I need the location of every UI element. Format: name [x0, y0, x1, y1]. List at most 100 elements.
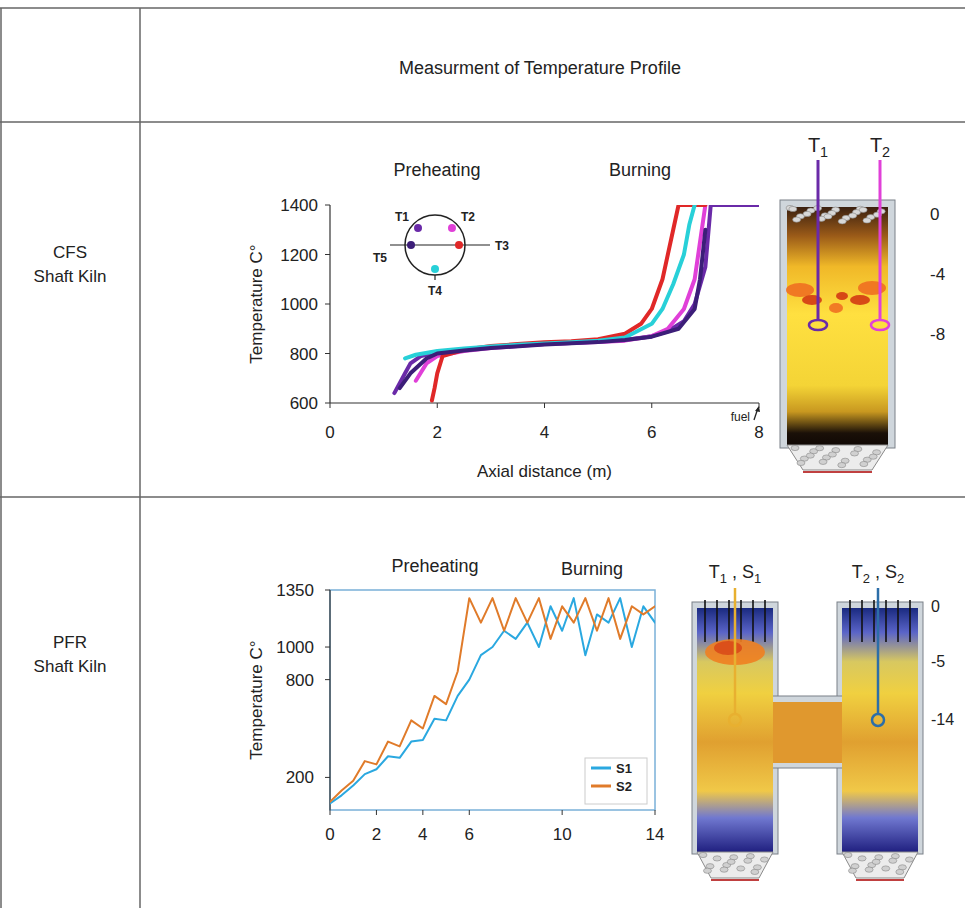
probe	[879, 160, 882, 320]
y-tick	[325, 304, 330, 305]
x-tick	[651, 403, 652, 408]
legend-label: T4	[428, 284, 442, 298]
lance	[849, 600, 851, 642]
y-tick-label: 800	[286, 671, 314, 690]
lance	[740, 600, 742, 642]
y-tick-label: 600	[290, 394, 318, 413]
legend-swatch	[591, 767, 611, 770]
stone	[737, 866, 745, 871]
text-run: 2	[882, 144, 890, 160]
text-run: T	[808, 134, 820, 156]
x-tick	[330, 810, 331, 815]
plot-area	[330, 598, 655, 803]
stone	[844, 852, 852, 857]
flame	[714, 641, 742, 655]
legend: S1S2	[585, 758, 647, 804]
x-tick-label: 0	[325, 825, 334, 844]
depth-label: 0	[931, 598, 940, 615]
x-tick	[376, 810, 377, 815]
x-tick-label: 0	[325, 423, 334, 442]
stone	[816, 446, 824, 451]
x-tick	[330, 403, 331, 408]
x-tick-label: 14	[646, 825, 665, 844]
stone	[791, 445, 799, 450]
annotation: Preheating	[391, 556, 478, 576]
kiln-channel-wall	[768, 696, 847, 768]
lance	[716, 600, 718, 642]
legend-label: T3	[495, 239, 509, 253]
stone	[828, 452, 836, 457]
legend-swatch	[431, 265, 439, 273]
y-tick-label: 1350	[276, 581, 314, 600]
stone	[751, 869, 759, 874]
kiln-hopper	[842, 852, 918, 878]
lance	[861, 600, 863, 642]
cfs-kiln: 0-4-8T1T2	[780, 134, 945, 472]
annotation: Burning	[561, 559, 623, 579]
stone	[896, 869, 904, 874]
x-tick	[469, 810, 470, 815]
text-run: T	[870, 134, 882, 156]
kiln-outlet	[856, 879, 904, 881]
y-tick	[325, 679, 330, 680]
stone	[882, 866, 890, 871]
probe-label: T1 , S1	[709, 562, 761, 586]
text-run: T	[709, 562, 720, 582]
legend-label: S1	[616, 761, 632, 776]
x-axis-title: Axial distance (m)	[477, 462, 612, 481]
legend-box	[585, 758, 647, 804]
x-tick-label: 6	[647, 423, 656, 442]
table-rule	[0, 7, 965, 9]
probe	[877, 588, 880, 714]
table-rule	[0, 496, 965, 498]
text-run: 2	[863, 571, 870, 586]
probe-tip	[871, 320, 889, 330]
stone	[838, 219, 846, 224]
kiln-wall	[780, 200, 895, 448]
row-label: Shaft Kiln	[34, 267, 107, 286]
series-line	[400, 230, 706, 388]
table-rule	[139, 8, 141, 908]
stone	[793, 217, 801, 222]
legend-swatch	[591, 785, 611, 788]
y-tick-label: 1400	[280, 196, 318, 215]
page: Measurment of Temperature ProfileCFSShaf…	[0, 0, 965, 908]
kiln-shaft	[842, 608, 918, 852]
x-tick-label: 10	[553, 825, 572, 844]
legend-swatch	[407, 241, 415, 249]
lance	[728, 600, 730, 642]
kiln-hopper	[787, 445, 888, 470]
lance	[873, 600, 875, 642]
stone	[819, 459, 827, 464]
y-tick-label: 1000	[280, 295, 318, 314]
text-run: 1	[754, 571, 761, 586]
y-tick	[325, 205, 330, 206]
stone	[865, 867, 873, 872]
stone	[905, 857, 913, 862]
kiln-outlet	[711, 879, 759, 881]
y-tick	[325, 647, 330, 648]
y-axis-title: Temperature C°	[247, 640, 266, 759]
plot-frame	[330, 590, 655, 810]
legend-swatch	[448, 224, 456, 232]
stone	[806, 453, 814, 458]
stone	[720, 867, 728, 872]
table-header: Measurment of Temperature Profile	[399, 58, 681, 78]
kiln-outlet	[803, 471, 872, 473]
flame	[850, 295, 870, 305]
stone	[859, 207, 867, 212]
stone	[851, 451, 859, 456]
probe-label: T2	[870, 134, 890, 160]
stone	[803, 211, 811, 216]
stone	[727, 859, 735, 864]
flame	[858, 281, 886, 295]
stone	[797, 460, 805, 465]
stone	[789, 206, 797, 211]
x-tick-label: 6	[465, 825, 474, 844]
annotation-arrowhead	[755, 406, 760, 412]
x-tick-label: 2	[372, 825, 381, 844]
lance	[897, 600, 899, 642]
annotation: Preheating	[393, 160, 480, 180]
x-tick-label: 2	[433, 423, 442, 442]
y-tick	[325, 777, 330, 778]
